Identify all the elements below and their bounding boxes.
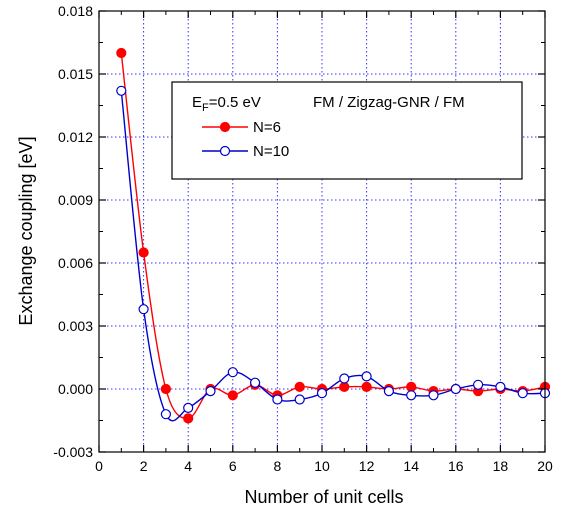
data-point [138, 247, 149, 258]
y-tick-label: -0.003 [53, 444, 93, 460]
data-point [116, 85, 127, 96]
y-tick-label: 0.009 [58, 192, 93, 208]
data-point [294, 394, 305, 405]
legend-condition: EF=0.5 eV [192, 94, 261, 114]
data-point [227, 367, 238, 378]
legend-marker [219, 145, 231, 157]
data-point [383, 386, 394, 397]
data-point [272, 394, 283, 405]
data-point [406, 381, 417, 392]
x-tick-label: 16 [448, 458, 464, 474]
data-point [517, 388, 528, 399]
legend-label: N=6 [253, 119, 281, 136]
data-point [450, 383, 461, 395]
ticks: 0 2 4 6 8 10 12 14 16 18 20 -0.003 0.000 0.003 0.006 0.… [53, 3, 553, 474]
data-point [183, 413, 194, 424]
series-layer [116, 47, 551, 424]
data-point [361, 381, 372, 392]
x-tick-label: 8 [274, 458, 282, 474]
data-point [294, 381, 305, 392]
data-point [183, 402, 194, 413]
x-tick-label: 20 [537, 458, 553, 474]
legend-entries: N=6 N=10 [202, 119, 289, 160]
legend-structure: FM / Zigzag-GNR / FM [313, 94, 465, 111]
data-point [227, 390, 238, 401]
x-axis-label: Number of unit cells [244, 487, 403, 507]
data-point [495, 381, 506, 392]
data-point [428, 390, 439, 401]
data-point [116, 47, 127, 59]
x-tick-label: 4 [184, 458, 192, 474]
x-tick-label: 14 [403, 458, 419, 474]
data-point [160, 383, 171, 395]
x-tick-label: 18 [493, 458, 509, 474]
y-tick-label: 0.003 [58, 318, 93, 334]
series-N=10 [116, 85, 551, 422]
legend-marker [219, 121, 231, 133]
data-point [316, 388, 328, 399]
x-tick-label: 6 [229, 458, 237, 474]
data-point [406, 390, 417, 401]
data-point [361, 371, 372, 382]
legend-box [171, 81, 523, 180]
x-tick-label: 10 [314, 458, 330, 474]
x-tick-label: 2 [140, 458, 148, 474]
y-tick-label: 0.012 [58, 129, 93, 145]
x-tick-label: 12 [359, 458, 375, 474]
y-tick-label: 0.006 [58, 255, 93, 271]
data-point [339, 381, 350, 392]
y-tick-label: 0.018 [58, 3, 93, 19]
data-point [339, 373, 350, 384]
y-axis-label: Exchange coupling [eV] [16, 136, 36, 325]
y-tick-label: 0.000 [58, 381, 93, 397]
data-point [205, 386, 216, 397]
x-tick-label: 0 [95, 458, 103, 474]
legend: EF=0.5 eV FM / Zigzag-GNR / FM N=6 N=10 [171, 81, 523, 180]
data-point [160, 409, 171, 420]
legend-label: N=10 [253, 143, 289, 160]
data-point [473, 379, 484, 390]
y-tick-label: 0.015 [58, 66, 93, 82]
data-point [138, 304, 149, 315]
data-point [250, 377, 261, 388]
